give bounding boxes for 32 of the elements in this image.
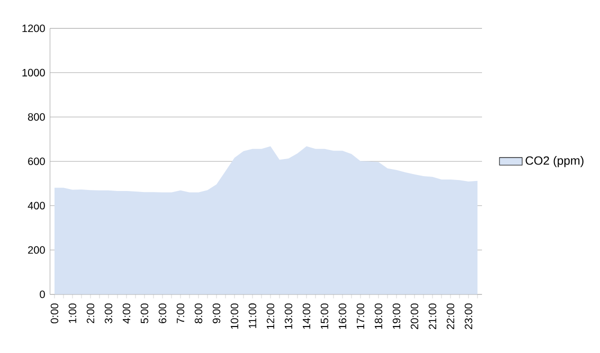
x-tick-label: 23:00 <box>464 303 472 330</box>
x-tick-label: 4:00 <box>122 303 130 324</box>
y-tick-label: 600 <box>28 158 45 166</box>
x-tick-label: 20:00 <box>410 303 418 330</box>
x-tick-label: 21:00 <box>428 303 436 330</box>
x-tick-label: 5:00 <box>140 303 148 324</box>
x-tick-label: 7:00 <box>176 303 184 324</box>
x-tick-label: 22:00 <box>446 303 454 330</box>
x-tick-label: 16:00 <box>338 303 346 329</box>
y-tick-label: 400 <box>28 202 45 210</box>
x-tick-label: 11:00 <box>248 303 256 328</box>
y-tick-label: 0 <box>40 290 45 298</box>
legend-label: CO2 (ppm) <box>526 156 584 168</box>
x-tick-label: 13:00 <box>284 303 292 329</box>
x-tick-label: 19:00 <box>392 303 400 329</box>
y-tick-label: 1000 <box>22 68 45 76</box>
x-tick-label: 2:00 <box>86 303 94 324</box>
x-tick-label: 15:00 <box>320 303 328 329</box>
y-tick-label: 1200 <box>22 24 45 32</box>
y-tick-label: 200 <box>28 246 45 254</box>
x-tick-label: 12:00 <box>266 303 274 329</box>
x-tick-label: 8:00 <box>194 303 202 324</box>
x-tick-label: 9:00 <box>212 303 220 324</box>
x-tick-label: 17:00 <box>356 303 364 329</box>
x-tick-label: 18:00 <box>374 303 382 329</box>
x-tick-label: 1:00 <box>68 303 76 323</box>
x-tick-label: 0:00 <box>50 303 58 324</box>
y-tick-label: 800 <box>28 113 45 121</box>
x-tick-label: 14:00 <box>302 303 310 329</box>
x-tick-label: 6:00 <box>158 303 166 324</box>
x-tick-label: 3:00 <box>104 303 112 324</box>
x-tick-label: 10:00 <box>230 303 238 329</box>
